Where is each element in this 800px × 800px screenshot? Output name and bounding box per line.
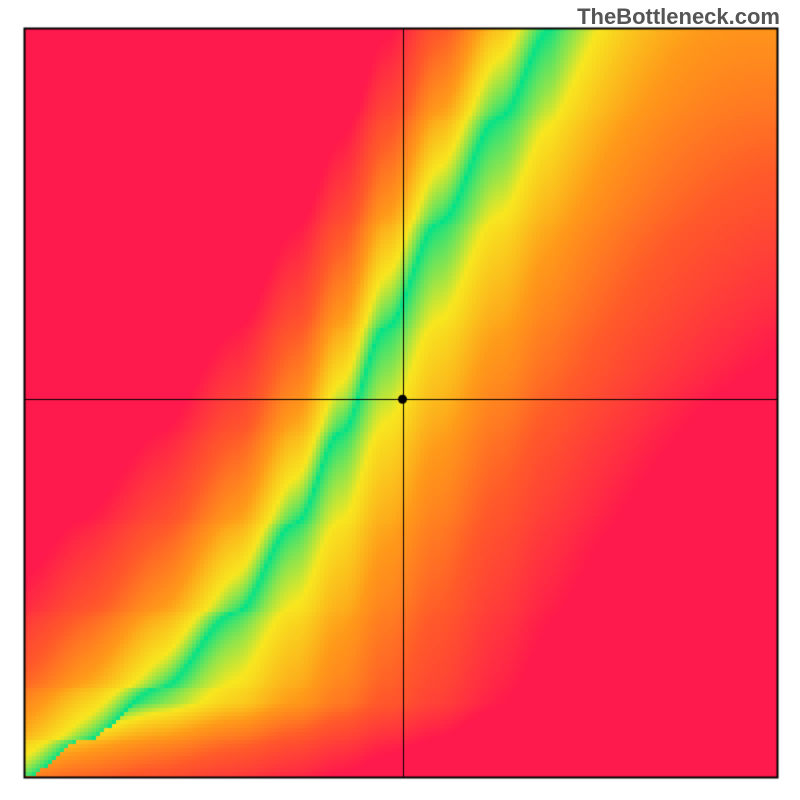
attribution-text: TheBottleneck.com xyxy=(577,4,780,30)
bottleneck-heatmap xyxy=(0,0,800,800)
